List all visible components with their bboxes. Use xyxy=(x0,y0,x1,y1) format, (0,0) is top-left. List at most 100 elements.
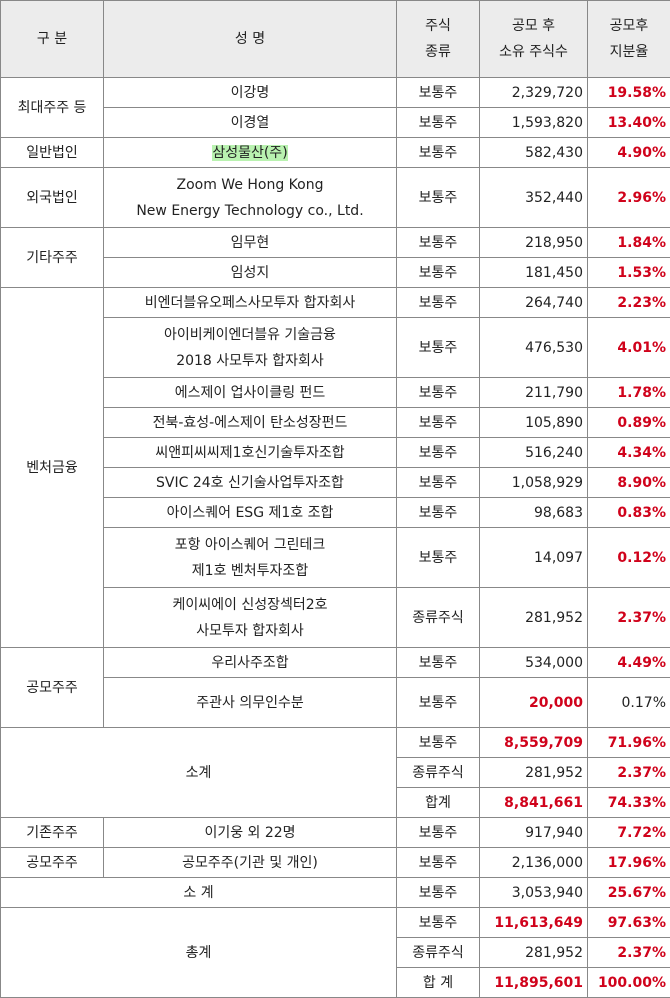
text-line: 소유 주식수 xyxy=(484,39,583,65)
text-line: 이강명 xyxy=(108,80,392,106)
text-line: 공모주주(기관 및 개인) xyxy=(108,850,392,876)
shares-cell: 264,740 xyxy=(480,288,588,318)
shares-cell: 11,613,649 xyxy=(480,908,588,938)
text-line: 지분율 xyxy=(592,39,666,65)
cell-text: 성 명 xyxy=(235,31,265,47)
cell-text: 포항 아이스퀘어 그린테크 xyxy=(175,537,326,553)
text-line: 주식 xyxy=(401,13,475,39)
ratio-cell: 17.96% xyxy=(588,848,670,878)
name-cell: 주관사 의무인수분 xyxy=(104,678,397,728)
shares-cell: 516,240 xyxy=(480,438,588,468)
ratio-cell: 0.12% xyxy=(588,528,670,588)
text-line: SVIC 24호 신기술사업투자조합 xyxy=(108,470,392,496)
shares-cell: 281,952 xyxy=(480,588,588,648)
cell-text: 씨앤피씨씨제1호신기술투자조합 xyxy=(155,445,344,461)
name-cell: 전북-효성-에스제이 탄소성장펀드 xyxy=(104,408,397,438)
ratio-cell: 1.53% xyxy=(588,258,670,288)
type-cell: 종류주식 xyxy=(397,938,480,968)
cell-text: 이기웅 외 22명 xyxy=(204,825,295,841)
text-line: 공모 후 xyxy=(484,13,583,39)
name-cell: 이강명 xyxy=(104,78,397,108)
ratio-cell: 4.90% xyxy=(588,138,670,168)
cell-text: 지분율 xyxy=(610,44,649,60)
shares-cell: 218,950 xyxy=(480,228,588,258)
type-cell: 보통주 xyxy=(397,78,480,108)
type-cell: 보통주 xyxy=(397,108,480,138)
cell-text: 사모투자 합자회사 xyxy=(196,623,304,639)
type-cell: 보통주 xyxy=(397,728,480,758)
type-cell: 보통주 xyxy=(397,288,480,318)
type-cell: 보통주 xyxy=(397,378,480,408)
cell-text: 2018 사모투자 합자회사 xyxy=(176,353,324,369)
name-cell: 아이스퀘어 ESG 제1호 조합 xyxy=(104,498,397,528)
subtotal-label: 소계 xyxy=(1,728,397,818)
text-line: 종류 xyxy=(401,39,475,65)
text-line: 전북-효성-에스제이 탄소성장펀드 xyxy=(108,410,392,436)
shares-cell: 582,430 xyxy=(480,138,588,168)
ratio-cell: 7.72% xyxy=(588,818,670,848)
ratio-cell: 2.37% xyxy=(588,588,670,648)
cell-text: 공모후 xyxy=(610,18,649,34)
text-line: 포항 아이스퀘어 그린테크 xyxy=(108,532,392,558)
header-cell: 구 분 xyxy=(1,1,104,78)
ratio-cell: 25.67% xyxy=(588,878,670,908)
cell-text: 전북-효성-에스제이 탄소성장펀드 xyxy=(153,415,348,431)
ratio-cell: 74.33% xyxy=(588,788,670,818)
type-cell: 보통주 xyxy=(397,468,480,498)
text-line: 제1호 벤처투자조합 xyxy=(108,558,392,584)
ratio-cell: 71.96% xyxy=(588,728,670,758)
shares-cell: 1,058,929 xyxy=(480,468,588,498)
name-cell: SVIC 24호 신기술사업투자조합 xyxy=(104,468,397,498)
category-cell: 기타주주 xyxy=(1,228,104,288)
shares-cell: 14,097 xyxy=(480,528,588,588)
cell-text: 비엔더블유오페스사모투자 합자회사 xyxy=(145,295,356,311)
name-cell: 이기웅 외 22명 xyxy=(104,818,397,848)
text-line: 사모투자 합자회사 xyxy=(108,618,392,644)
name-cell: 씨앤피씨씨제1호신기술투자조합 xyxy=(104,438,397,468)
text-line: 주관사 의무인수분 xyxy=(108,690,392,716)
shares-cell: 3,053,940 xyxy=(480,878,588,908)
text-line: 삼성물산(주) xyxy=(108,140,392,166)
cell-text: 에스제이 업사이클링 펀드 xyxy=(175,385,326,401)
type-cell: 보통주 xyxy=(397,168,480,228)
name-cell: 임무현 xyxy=(104,228,397,258)
shares-cell: 8,841,661 xyxy=(480,788,588,818)
text-line: 아이비케이엔더블유 기술금융 xyxy=(108,322,392,348)
cell-text: New Energy Technology co., Ltd. xyxy=(136,203,363,219)
shares-cell: 20,000 xyxy=(480,678,588,728)
cell-text: 구 분 xyxy=(37,31,67,47)
type-cell: 보통주 xyxy=(397,908,480,938)
text-line: 성 명 xyxy=(108,26,392,52)
shares-cell: 281,952 xyxy=(480,758,588,788)
type-cell: 종류주식 xyxy=(397,758,480,788)
cell-text: 공모 후 xyxy=(512,18,555,34)
text-line: 비엔더블유오페스사모투자 합자회사 xyxy=(108,290,392,316)
type-cell: 보통주 xyxy=(397,678,480,728)
name-cell: 공모주주(기관 및 개인) xyxy=(104,848,397,878)
ratio-cell: 4.01% xyxy=(588,318,670,378)
type-cell: 보통주 xyxy=(397,648,480,678)
ratio-cell: 4.49% xyxy=(588,648,670,678)
type-cell: 보통주 xyxy=(397,528,480,588)
ratio-cell: 100.00% xyxy=(588,968,670,998)
text-line: 공모후 xyxy=(592,13,666,39)
cell-text: 소유 주식수 xyxy=(499,44,568,60)
type-cell: 보통주 xyxy=(397,818,480,848)
ratio-cell: 0.83% xyxy=(588,498,670,528)
shares-cell: 11,895,601 xyxy=(480,968,588,998)
